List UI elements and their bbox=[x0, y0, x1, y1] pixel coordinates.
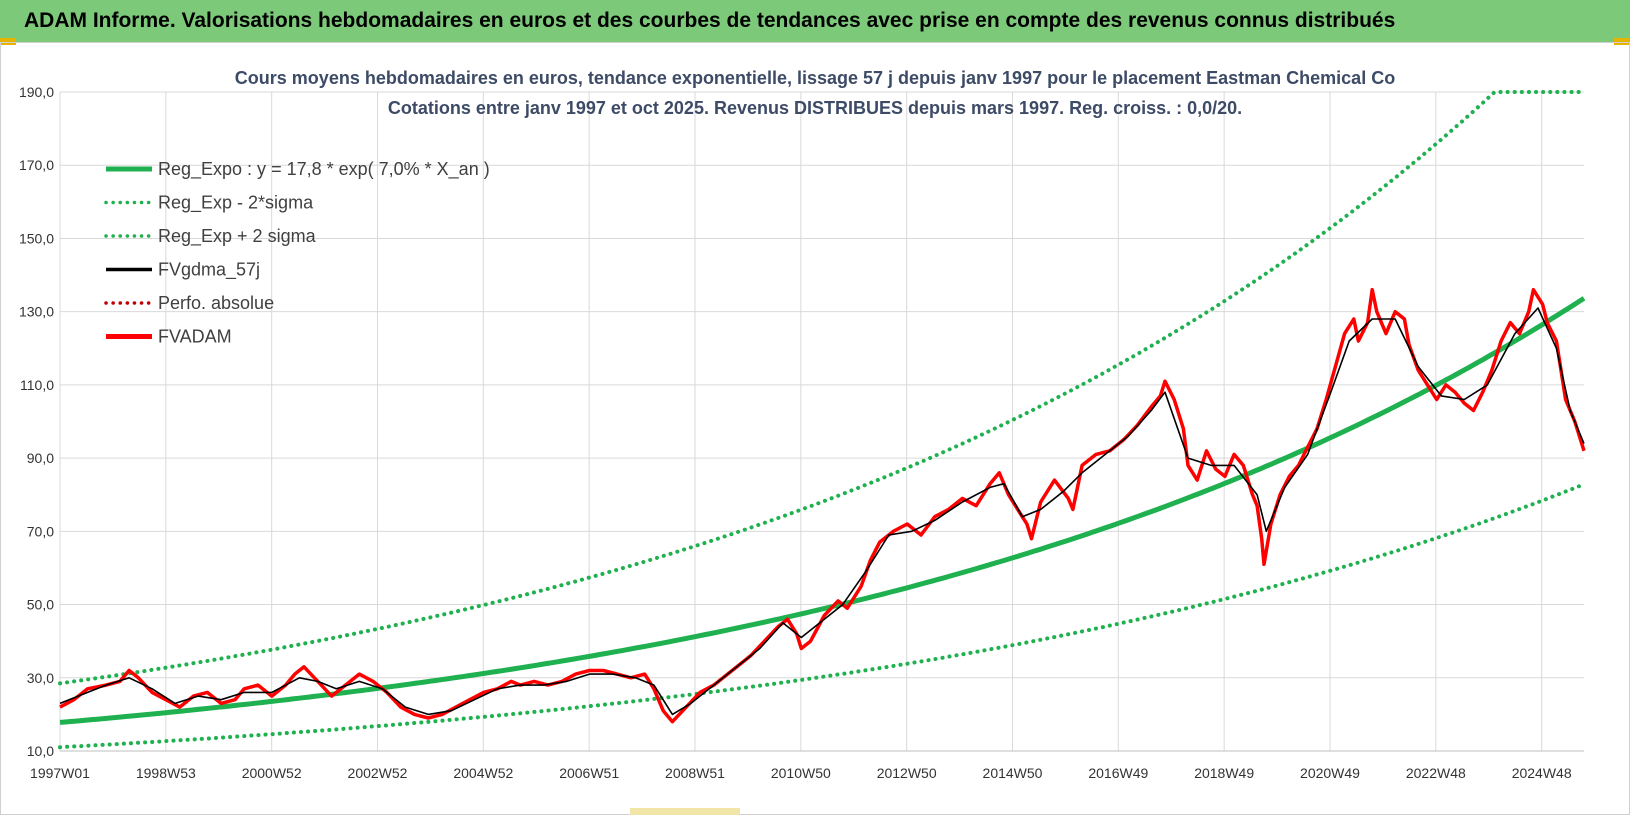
x-tick-label: 2014W50 bbox=[983, 765, 1043, 781]
y-tick-label: 170,0 bbox=[19, 157, 54, 173]
reg-exp-minus-2sigma-line bbox=[58, 482, 1586, 750]
banner-corner-left bbox=[0, 38, 16, 45]
legend-label: FVADAM bbox=[158, 327, 232, 347]
x-tick-label: 2008W51 bbox=[665, 765, 725, 781]
y-tick-label: 70,0 bbox=[27, 523, 54, 539]
x-tick-label: 2018W49 bbox=[1194, 765, 1254, 781]
x-tick-label: 1997W01 bbox=[30, 765, 90, 781]
banner-corner-right bbox=[1614, 38, 1630, 45]
y-tick-label: 190,0 bbox=[19, 84, 54, 100]
chart-subtitle: Cotations entre janv 1997 et oct 2025. R… bbox=[388, 98, 1242, 118]
reg-expo-line bbox=[59, 296, 1586, 725]
x-tick-label: 2004W52 bbox=[453, 765, 513, 781]
y-axis-ticks: 10,0 30,0 50,0 70,0 90,0 110,0 130,0 150,0 170,0… bbox=[19, 84, 54, 759]
x-tick-label: 2024W48 bbox=[1512, 765, 1572, 781]
y-tick-label: 30,0 bbox=[27, 670, 54, 686]
grid bbox=[59, 91, 1584, 752]
x-tick-label: 2022W48 bbox=[1406, 765, 1466, 781]
x-tick-label: 2006W51 bbox=[559, 765, 619, 781]
legend: Reg_Expo : y = 17,8 * exp( 7,0% * X_an )… bbox=[104, 159, 490, 347]
chart-title: Cours moyens hebdomadaires en euros, ten… bbox=[235, 68, 1395, 88]
reg-exp-plus-2sigma-line bbox=[58, 90, 1586, 686]
y-tick-label: 50,0 bbox=[27, 597, 54, 613]
bottom-strip bbox=[630, 808, 740, 815]
x-tick-label: 2010W50 bbox=[771, 765, 831, 781]
banner-title: ADAM Informe. Valorisations hebdomadaire… bbox=[0, 0, 1630, 42]
legend-label: Reg_Exp + 2 sigma bbox=[158, 226, 317, 247]
chart: 10,0 30,0 50,0 70,0 90,0 110,0 130,0 150,0 170,0… bbox=[19, 68, 1586, 781]
legend-label: Perfo. absolue bbox=[158, 293, 274, 313]
legend-label: Reg_Exp - 2*sigma bbox=[158, 193, 314, 214]
x-tick-label: 2016W49 bbox=[1088, 765, 1148, 781]
x-tick-label: 2002W52 bbox=[348, 765, 408, 781]
y-tick-label: 90,0 bbox=[27, 450, 54, 466]
x-axis-ticks: 1997W01 1998W53 2000W52 2002W52 2004W52 2006W… bbox=[30, 765, 1572, 781]
x-tick-label: 2020W49 bbox=[1300, 765, 1360, 781]
y-tick-label: 110,0 bbox=[20, 377, 54, 393]
legend-label: Reg_Expo : y = 17,8 * exp( 7,0% * X_an ) bbox=[158, 159, 490, 180]
y-tick-label: 10,0 bbox=[27, 743, 54, 759]
legend-label: FVgdma_57j bbox=[158, 260, 260, 281]
x-tick-label: 1998W53 bbox=[136, 765, 196, 781]
y-tick-label: 150,0 bbox=[19, 230, 54, 246]
x-tick-label: 2012W50 bbox=[877, 765, 937, 781]
x-tick-label: 2000W52 bbox=[242, 765, 302, 781]
y-tick-label: 130,0 bbox=[19, 304, 54, 320]
series-lines bbox=[58, 90, 1586, 750]
fvadam-line bbox=[59, 287, 1586, 724]
fvgdma-57j-line bbox=[59, 307, 1585, 716]
